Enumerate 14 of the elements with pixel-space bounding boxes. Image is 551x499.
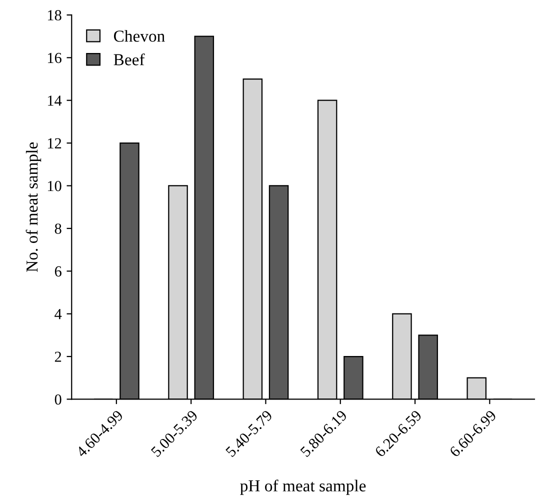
y-tick-label: 4 — [54, 309, 62, 320]
y-tick-label: 12 — [48, 138, 62, 148]
y-tick-label: 10 — [48, 180, 62, 192]
legend-label: Beef — [114, 53, 145, 66]
y-axis-title: No. of meat sample — [26, 142, 42, 272]
y-tick-label: 14 — [48, 96, 62, 106]
x-axis-title: pH of meat sample — [240, 480, 366, 495]
y-tick-label: 8 — [54, 224, 62, 234]
y-tick-label: 6 — [54, 266, 62, 277]
legend-label: Chevon — [114, 30, 165, 42]
y-tick-label: 16 — [48, 52, 62, 64]
y-tick-label: 2 — [54, 352, 62, 362]
y-tick-label: 0 — [54, 394, 62, 405]
y-tick-label: 18 — [48, 10, 62, 20]
